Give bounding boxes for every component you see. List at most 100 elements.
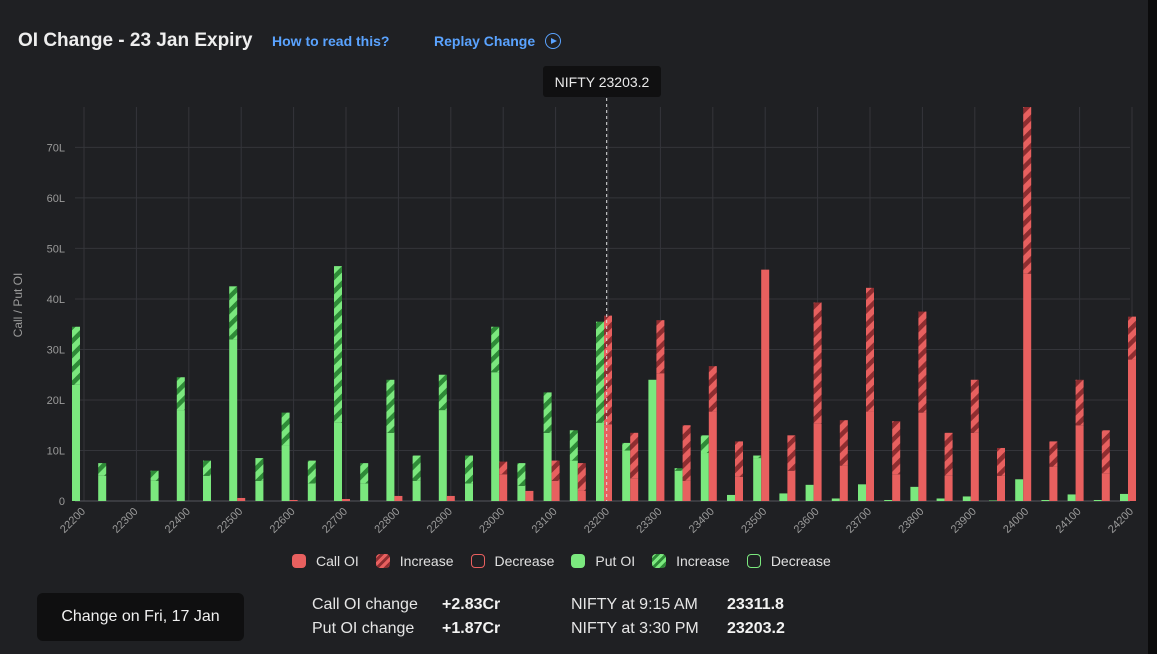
y-tick-label: 70L	[47, 142, 65, 154]
legend-call-oi[interactable]: Call OI	[292, 553, 359, 569]
legend-label: Decrease	[770, 553, 831, 569]
y-tick-label: 50L	[47, 243, 65, 255]
call-increase-bar	[708, 366, 717, 412]
x-tick-label: 23600	[792, 506, 822, 536]
call-increase-bar	[604, 315, 612, 425]
put-increase-bar	[255, 458, 264, 481]
put-increase-bar	[491, 326, 500, 373]
call-oi-bar	[761, 269, 770, 501]
put-increase-bar	[334, 266, 342, 423]
put-oi-bar	[1041, 499, 1050, 501]
legend-put-decrease[interactable]: Decrease	[746, 553, 831, 569]
call-increase-bar	[1128, 316, 1136, 360]
call-oi-bar	[1075, 425, 1084, 501]
put-oi-bar	[491, 372, 500, 501]
legend-label: Increase	[676, 553, 730, 569]
put-increase-bar	[307, 460, 316, 484]
put-increase-bar	[150, 470, 159, 481]
call-oi-bar	[1101, 473, 1110, 501]
call-increase-bar	[944, 432, 953, 476]
put-increase-bar	[753, 455, 762, 459]
put-oi-bar	[989, 500, 997, 501]
call-oi-bar	[735, 476, 743, 501]
legend-put-increase[interactable]: Increase	[652, 553, 730, 569]
call-oi-bar	[289, 499, 298, 501]
y-tick-label: 60L	[47, 193, 65, 205]
call-increase-swatch	[375, 554, 390, 568]
call-oi-bar	[394, 495, 403, 501]
replay-change-button[interactable]: Replay Change	[434, 33, 562, 49]
x-tick-label: 24000	[1001, 506, 1031, 536]
put-increase-bar	[569, 430, 578, 461]
call-increase-bar	[1101, 430, 1110, 474]
put-oi-bar	[858, 484, 866, 501]
call-increase-bar	[787, 435, 796, 471]
put-oi-bar	[753, 458, 762, 501]
put-oi-bar	[700, 453, 709, 501]
put-oi-bar	[1015, 479, 1024, 501]
call-oi-bar	[787, 470, 796, 501]
call-oi-bar	[577, 490, 586, 501]
call-increase-bar	[630, 432, 639, 479]
y-tick-label: 0	[59, 496, 65, 508]
put-oi-bar	[543, 432, 552, 501]
call-oi-bar	[1049, 466, 1058, 501]
header: OI Change - 23 Jan Expiry	[18, 27, 252, 55]
put-oi-bar	[72, 384, 80, 501]
x-tick-label: 23400	[687, 506, 717, 536]
call-oi-bar	[499, 474, 508, 501]
call-decrease-swatch	[470, 554, 485, 568]
put-increase-bar	[98, 463, 107, 476]
x-tick-label: 23700	[844, 506, 874, 536]
call-increase-bar	[866, 287, 874, 412]
legend-put-oi[interactable]: Put OI	[571, 553, 635, 569]
call-oi-bar	[525, 490, 534, 501]
put-oi-bar	[307, 483, 316, 501]
call-oi-bar	[656, 373, 665, 501]
put-oi-change-label: Put OI change	[312, 620, 415, 637]
nifty-open-label: NIFTY at 9:15 AM	[571, 596, 698, 613]
call-increase-bar	[656, 320, 665, 374]
call-increase-bar	[970, 379, 979, 433]
put-increase-bar	[465, 455, 473, 484]
put-oi-bar	[465, 483, 473, 501]
legend-call-increase[interactable]: Increase	[375, 553, 454, 569]
y-axis-title: Call / Put OI	[11, 273, 25, 338]
call-oi-bar	[682, 480, 691, 501]
put-increase-bar	[176, 377, 185, 411]
x-tick-label: 24200	[1106, 506, 1136, 536]
put-oi-bar	[438, 410, 447, 501]
call-increase-bar	[918, 311, 927, 413]
put-oi-bar	[281, 445, 290, 501]
x-tick-label: 23100	[530, 506, 560, 536]
put-oi-bar	[229, 339, 238, 501]
put-oi-bar	[1120, 493, 1128, 501]
x-tick-label: 22800	[372, 506, 402, 536]
legend-label: Decrease	[494, 553, 555, 569]
call-increase-bar	[839, 420, 848, 466]
x-tick-label: 22300	[110, 506, 140, 536]
change-date-button[interactable]: Change on Fri, 17 Jan	[37, 593, 244, 641]
put-oi-bar	[674, 470, 683, 501]
put-oi-bar	[936, 498, 945, 501]
call-oi-bar	[551, 480, 560, 501]
put-oi-bar	[360, 483, 369, 501]
legend-call-decrease[interactable]: Decrease	[470, 553, 555, 569]
x-tick-label: 22400	[163, 506, 193, 536]
put-increase-bar	[596, 321, 604, 423]
call-oi-bar	[1023, 273, 1032, 501]
x-tick-label: 22900	[425, 506, 455, 536]
x-tick-label: 23300	[634, 506, 664, 536]
call-oi-bar	[813, 423, 822, 501]
put-oi-bar	[150, 480, 159, 501]
legend: Call OI Increase Decrease Put OI Increas…	[292, 553, 848, 569]
y-tick-label: 10L	[47, 445, 65, 457]
put-oi-bar	[98, 475, 107, 501]
x-tick-label: 22500	[215, 506, 245, 536]
put-oi-bar	[831, 498, 840, 501]
put-oi-bar	[386, 432, 395, 501]
how-to-read-link[interactable]: How to read this?	[272, 33, 390, 49]
call-oi-change-label: Call OI change	[312, 596, 418, 613]
call-oi-bar	[342, 498, 350, 501]
put-oi-bar	[596, 422, 604, 501]
